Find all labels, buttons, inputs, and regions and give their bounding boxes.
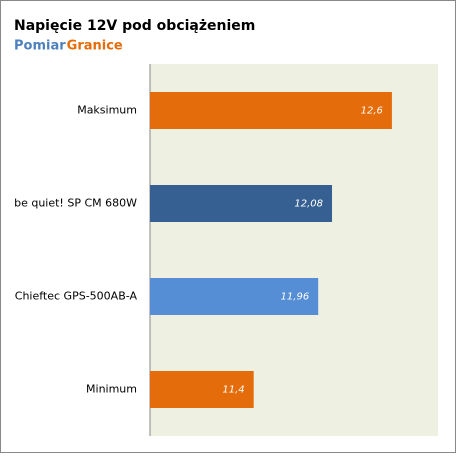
bar (150, 278, 319, 315)
data-label: 11,96 (281, 292, 310, 303)
y-tick-label: Maksimum (77, 104, 137, 117)
data-label: 12,08 (294, 199, 323, 210)
legend-entry: Pomiar (14, 39, 66, 54)
legend-entry: Granice (67, 39, 123, 54)
y-tick-label: Minimum (86, 383, 137, 396)
legend: Pomiar Granice (14, 39, 123, 54)
y-tick-label: Chieftec GPS-500AB-A (15, 290, 138, 303)
bar (150, 371, 254, 408)
bar (150, 92, 392, 129)
bar (150, 185, 333, 222)
y-tick-label: be quiet! SP CM 680W (14, 197, 137, 210)
chart-title: Napięcie 12V pod obciążeniem (14, 18, 255, 34)
data-label: 11,4 (222, 385, 244, 396)
data-label: 12,6 (361, 106, 383, 117)
